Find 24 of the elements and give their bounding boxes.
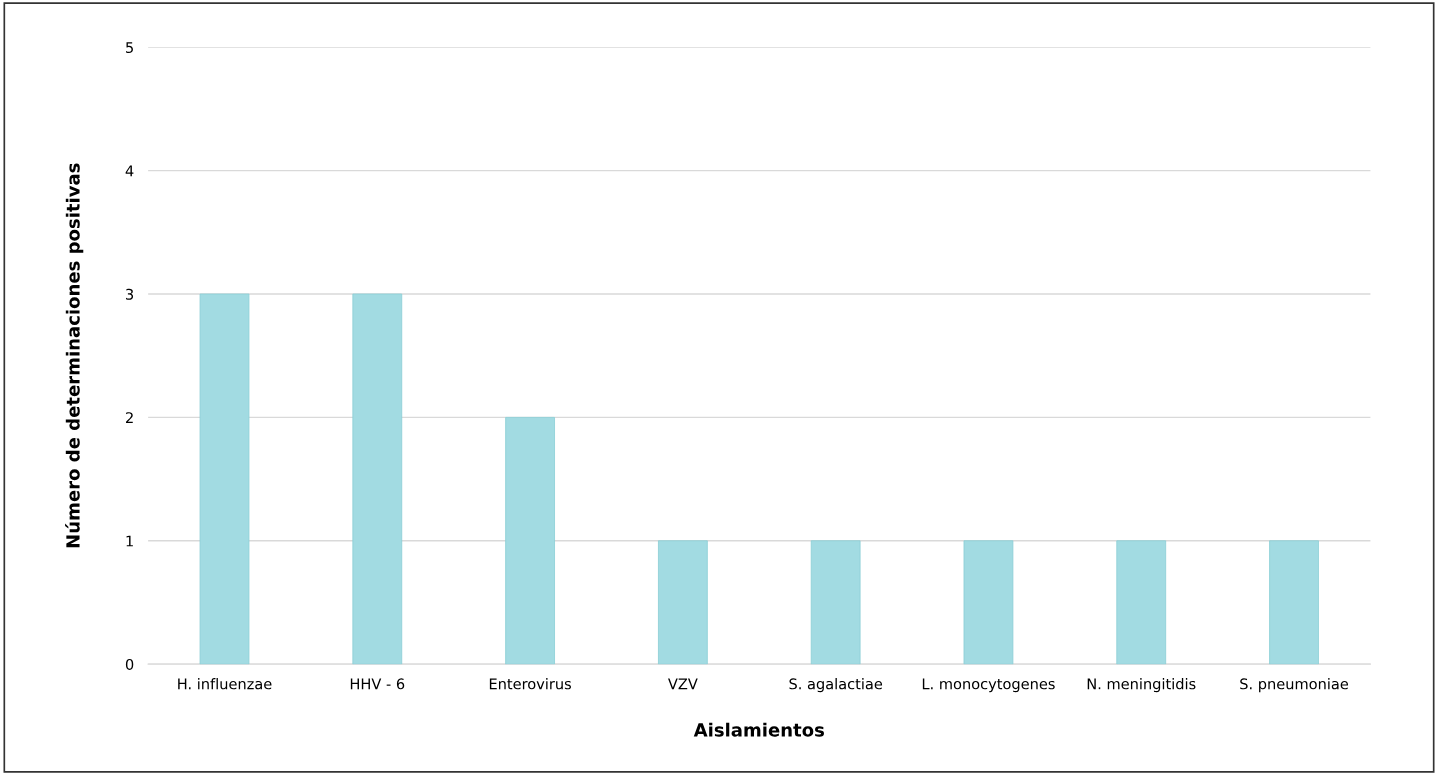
bar: [505, 417, 555, 665]
x-tick-label: Enterovirus: [489, 678, 571, 690]
y-tick-label: 2: [126, 412, 133, 423]
bar: [199, 293, 250, 665]
y-axis-title: Número de determinaciones positivas: [65, 163, 84, 548]
bar: [810, 540, 861, 665]
y-tick-label: 5: [126, 42, 133, 54]
y-tick-label: 1: [126, 535, 133, 547]
bar: [1116, 540, 1167, 665]
x-axis-title: Aislamientos: [693, 722, 824, 737]
x-tick-label: HHV - 6: [350, 678, 405, 690]
x-tick-label: VZV: [668, 678, 698, 690]
x-tick-label: H. influenzae: [178, 678, 272, 690]
bar: [658, 540, 708, 665]
bar: [963, 540, 1014, 665]
x-tick-label: S. agalactiae: [789, 678, 883, 693]
bar: [1269, 540, 1319, 665]
y-tick-label: 3: [126, 288, 134, 300]
y-tick-label: 4: [125, 165, 134, 177]
bar: [352, 293, 403, 665]
y-tick-label: 0: [125, 658, 134, 670]
x-tick-label: S. pneumoniae: [1240, 678, 1349, 693]
x-tick-label: L. monocytogenes: [922, 678, 1055, 693]
x-tick-label: N. meningitidis: [1087, 678, 1196, 693]
